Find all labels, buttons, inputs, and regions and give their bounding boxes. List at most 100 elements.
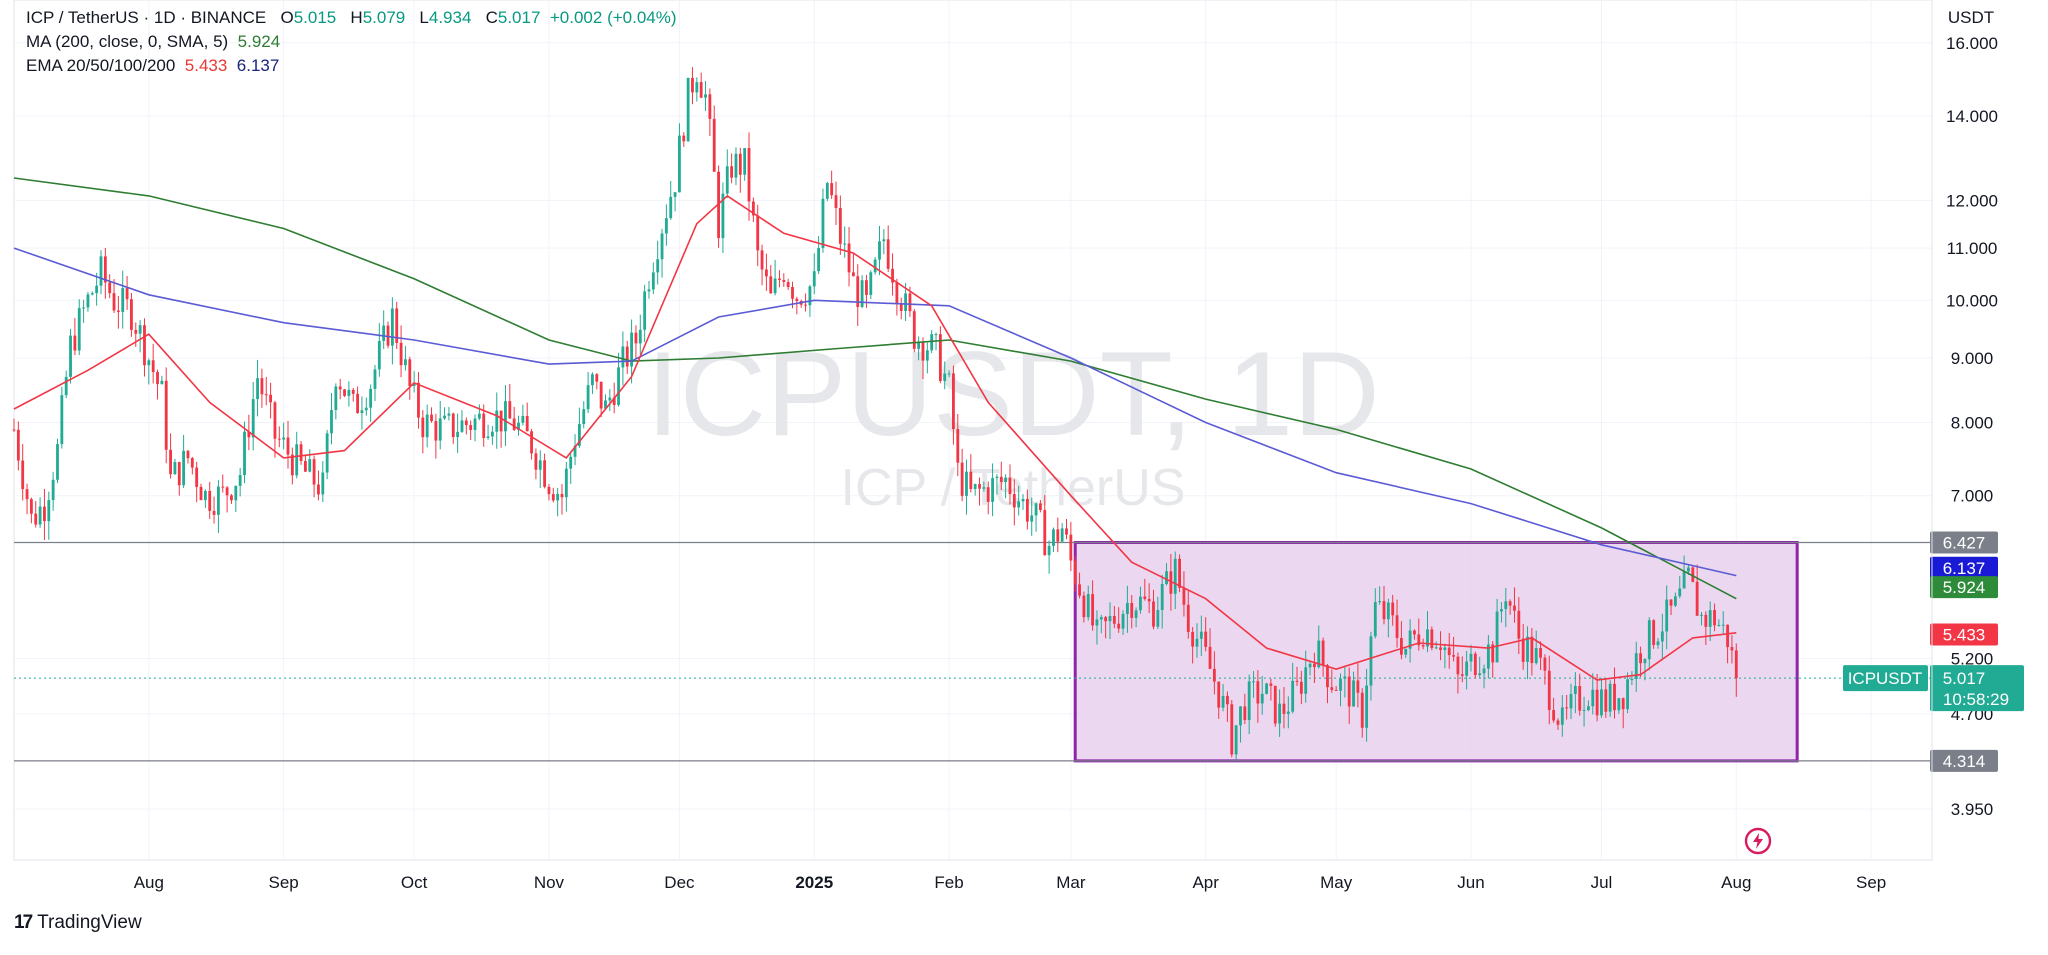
candle-body [686,77,690,142]
candle [860,275,864,309]
candle [760,244,764,286]
candle [1221,683,1225,712]
currency-unit-label[interactable]: USDT [1947,8,1995,27]
candle-body [1473,653,1477,676]
candle-body [630,332,634,367]
candle-body [573,445,577,457]
candle [912,308,916,353]
ma-indicator-row[interactable]: MA (200, close, 0, SMA, 5) 5.924 [26,30,677,54]
candle [717,165,720,248]
candle-body [764,269,768,277]
candle-body [169,449,172,475]
candles [12,67,1738,762]
candle-body [1717,624,1721,626]
candle [151,343,155,384]
candle [1312,652,1316,684]
candle [343,388,346,398]
candle [1652,619,1656,649]
candle [1495,598,1499,663]
ema-indicator-row[interactable]: EMA 20/50/100/200 5.433 6.137 [26,54,677,78]
candle-body [843,243,847,245]
candle-body [995,476,999,479]
candle-body [1552,709,1556,721]
candle [891,253,894,296]
candle-body [1104,617,1108,622]
candle-body [1239,706,1242,726]
flash-icon[interactable] [1743,826,1773,856]
candle-body [1334,689,1338,691]
candle [73,318,77,356]
price-badge [1930,623,1998,646]
candle [243,421,246,484]
candle [1130,595,1134,629]
candle-body [34,513,38,525]
candle [1139,586,1142,614]
candle-body [1091,594,1095,626]
candle-body [1343,676,1347,679]
candle [1391,594,1395,626]
candle [564,461,568,512]
candle-body [530,431,533,454]
candle [1152,589,1155,630]
tradingview-logo[interactable]: 17 TradingView [14,912,142,934]
candle-body [51,479,55,501]
candle-body [143,325,146,366]
candle-body [208,490,212,511]
symbol-title[interactable]: ICP / TetherUS · 1D · BINANCE [26,8,267,27]
candle-body [1439,647,1442,651]
candle-body [660,233,664,260]
price-badge-label: 6.427 [1943,533,1986,552]
candle-body [477,413,481,419]
y-tick-label: 3.950 [1951,800,1994,819]
candle-body [1621,698,1625,710]
candle-body [1734,650,1738,679]
candle [112,279,116,314]
candle [738,147,742,193]
candle-body [969,471,973,489]
candle-body [1443,647,1447,651]
candle [1160,574,1164,629]
candle [1047,540,1051,574]
candle [1565,694,1569,720]
candle-body [1687,567,1690,572]
candle [430,407,433,423]
candle [225,485,229,513]
candle [599,381,603,418]
candle [404,345,407,371]
candle [1452,636,1456,662]
candle [1352,671,1355,707]
candle [899,297,903,320]
candle-body [560,493,564,498]
candle [708,88,712,137]
candle [1643,658,1647,681]
candle [456,413,460,453]
candle [1282,687,1286,729]
candle-body [543,460,547,487]
candle [1239,706,1242,743]
candle [173,458,177,475]
candle-body [404,359,407,366]
candle-body [295,444,299,476]
candle-body [38,506,42,525]
candle [169,433,172,479]
candle-body [1078,584,1081,596]
y-tick-label: 8.000 [1951,414,1994,433]
x-tick-label: Sep [269,873,299,892]
candle [1034,502,1038,532]
candle [382,310,386,349]
candle-body [934,334,938,336]
candle-body [517,422,520,430]
candle-body [643,291,647,330]
candle [12,418,16,433]
candle-body [1591,689,1595,707]
candle [1573,672,1577,714]
candle [1700,612,1703,626]
candle [695,77,699,102]
candle-body [460,420,464,432]
candle-body [1713,610,1716,626]
candle-body [1500,609,1503,612]
candle [1104,615,1108,639]
candle-body [317,484,320,495]
